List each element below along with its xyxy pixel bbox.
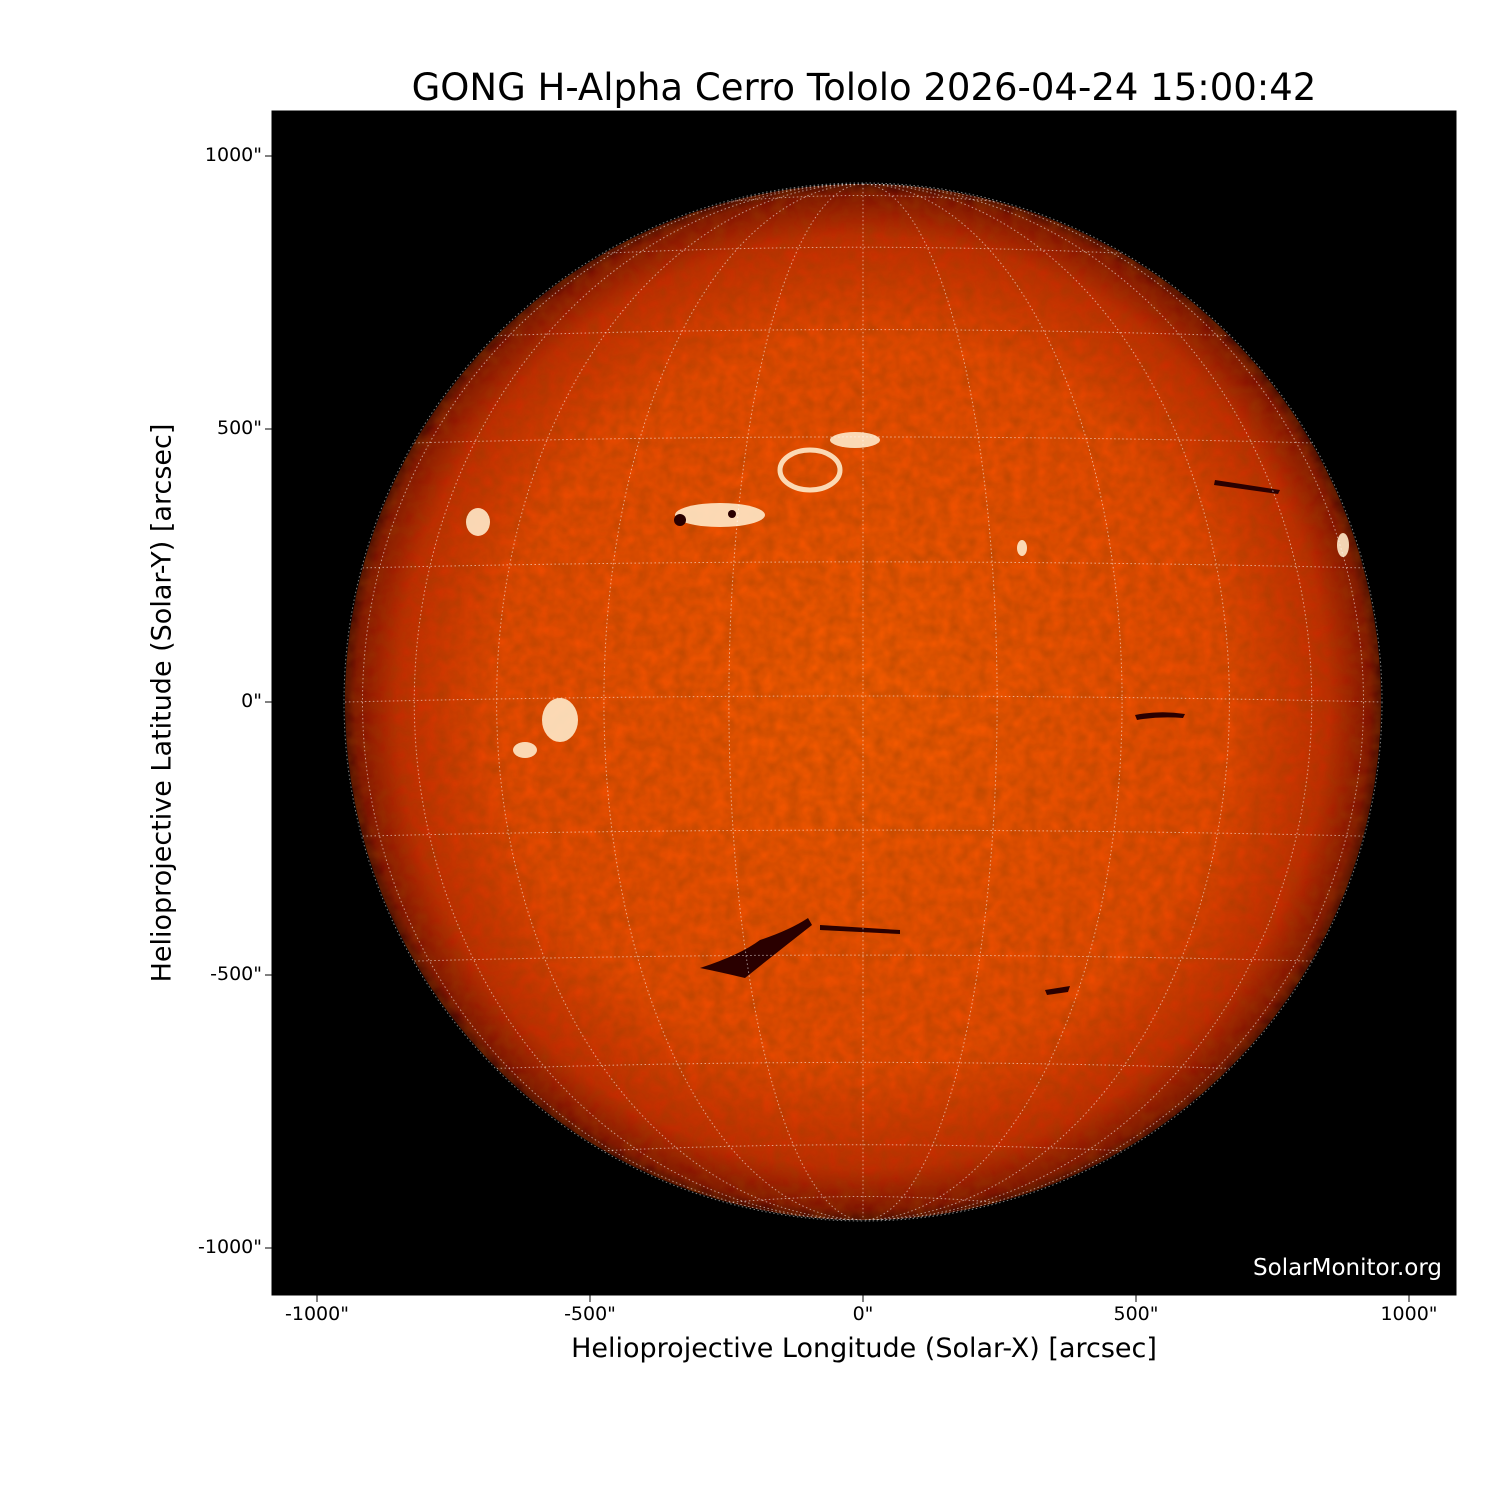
filament	[820, 925, 900, 934]
axis-ticks	[265, 155, 1410, 1302]
latitude-line	[362, 561, 1364, 569]
filament	[1045, 986, 1070, 995]
x-axis-label: Helioprojective Longitude (Solar-X) [arc…	[571, 1333, 1157, 1364]
y-tick-label: 0"	[241, 690, 262, 712]
plage	[542, 698, 578, 742]
y-tick-label: -500"	[210, 963, 262, 985]
x-tick-label: 0"	[852, 1303, 874, 1325]
x-tick-label: 1000"	[1380, 1303, 1438, 1325]
plage	[777, 447, 843, 493]
filament	[700, 918, 812, 978]
filament	[1135, 712, 1185, 720]
plot-title: GONG H-Alpha Cerro Tololo 2026-04-24 15:…	[411, 66, 1317, 109]
latitude-line	[496, 1061, 1230, 1069]
latitude-line	[414, 436, 1312, 444]
plage	[675, 503, 765, 527]
axes-frame	[271, 110, 1457, 1296]
plage-regions	[466, 432, 1349, 758]
x-tick-label: -1000"	[285, 1303, 349, 1325]
sunspot	[728, 510, 736, 518]
plage	[830, 432, 880, 448]
filaments	[674, 480, 1280, 995]
y-tick-label: 1000"	[204, 144, 262, 166]
y-tick-label: 500"	[216, 417, 262, 439]
plage	[1017, 540, 1027, 556]
filament	[1214, 480, 1280, 494]
plage	[513, 742, 537, 758]
latitude-line	[414, 954, 1312, 962]
meridian-line	[728, 183, 864, 1221]
limb-outline	[343, 182, 1383, 1222]
plage	[1337, 533, 1349, 557]
latitude-line	[496, 329, 1230, 337]
latitude-line	[344, 695, 1382, 703]
plage	[466, 508, 490, 536]
x-tick-label: 500"	[1113, 1303, 1159, 1325]
sunspot	[674, 514, 686, 526]
watermark: SolarMonitor.org	[1253, 1255, 1442, 1281]
x-tick-label: -500"	[564, 1303, 616, 1325]
chromosphere-texture	[345, 184, 1381, 1220]
y-axis-label: Helioprojective Latitude (Solar-Y) [arcs…	[146, 423, 178, 983]
heliographic-grid	[344, 183, 1382, 1221]
meridian-line	[862, 183, 998, 1221]
y-tick-label: -1000"	[198, 1236, 262, 1258]
latitude-line	[362, 829, 1364, 837]
